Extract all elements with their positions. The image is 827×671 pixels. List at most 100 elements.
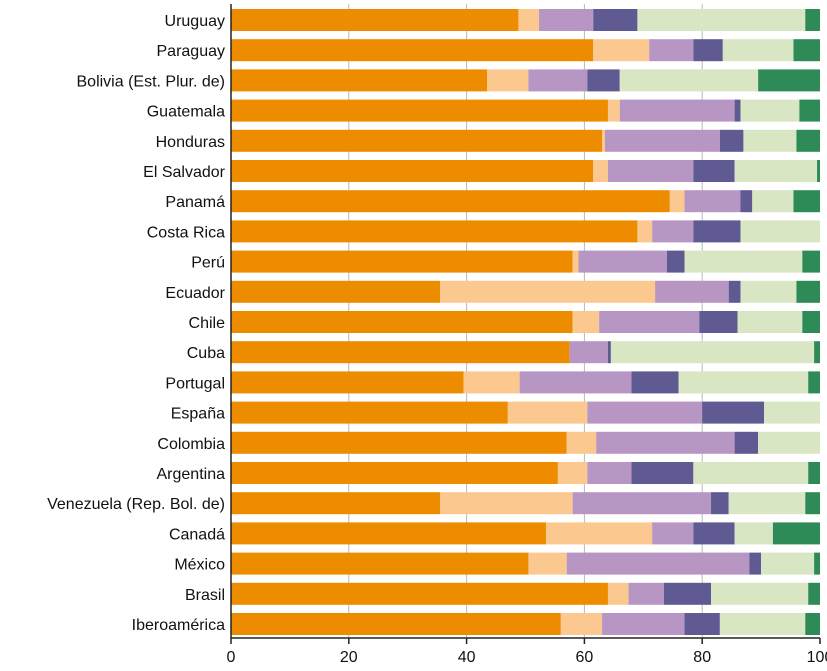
bar-segment <box>231 129 603 152</box>
category-label: Perú <box>191 255 225 272</box>
bar-segment <box>587 401 703 424</box>
bar-segment <box>719 129 744 152</box>
bar-segment <box>557 462 588 484</box>
bar-segment <box>231 220 638 243</box>
bar-segment <box>758 431 820 454</box>
category-label: Ecuador <box>165 285 225 302</box>
bar-segment <box>652 522 694 545</box>
bar-segment <box>734 99 741 122</box>
bar-segment <box>231 613 561 635</box>
category-label: Canadá <box>169 526 225 543</box>
bar-segment <box>684 613 720 635</box>
bar-segment <box>569 341 608 364</box>
bar-segment <box>693 39 723 62</box>
bar-segment <box>719 613 806 635</box>
bar-segment <box>793 190 820 213</box>
bar-segment <box>772 522 820 545</box>
bar-segment <box>802 250 820 273</box>
category-label: Venezuela (Rep. Bol. de) <box>47 496 225 513</box>
bar-segment <box>587 69 620 92</box>
bar-segment <box>610 341 815 364</box>
bar-segment <box>740 220 820 243</box>
bar-segment <box>605 129 720 152</box>
bar-segment <box>808 462 820 484</box>
bar-segment <box>678 371 809 394</box>
bar-segment <box>607 99 620 122</box>
category-labels: Uruguay Paraguay Bolivia (Est. Plur. de) Gu… <box>47 13 226 634</box>
bar-segment <box>231 69 488 92</box>
bar-segment <box>758 69 820 92</box>
bar-segment <box>655 280 729 303</box>
bar-segment <box>231 401 508 424</box>
bar-segment <box>231 39 594 62</box>
category-label: Argentina <box>157 466 226 483</box>
bar-segment <box>749 552 762 575</box>
x-tick-label: 80 <box>693 649 711 666</box>
bar-segment <box>652 220 694 243</box>
x-tick-label: 40 <box>458 649 476 666</box>
bar-segment <box>546 522 653 545</box>
bar-segment <box>539 9 594 31</box>
bar-segment <box>587 462 632 484</box>
bar-segment <box>440 492 573 515</box>
bar-segment <box>593 39 650 62</box>
category-label: México <box>174 557 225 574</box>
bar-segment <box>702 401 765 424</box>
bar-segment <box>637 220 653 243</box>
bar-segment <box>740 280 797 303</box>
bar-segment <box>487 69 529 92</box>
category-label: El Salvador <box>143 164 225 181</box>
bar-segment <box>566 552 750 575</box>
category-label: Cuba <box>187 345 225 362</box>
bar-segment <box>231 492 441 515</box>
bar-segment <box>699 311 738 333</box>
bar-segment <box>528 69 588 92</box>
bar-segment <box>231 552 529 575</box>
bar-segment <box>519 371 632 394</box>
bar-segment <box>619 69 759 92</box>
bar-segment <box>231 371 464 394</box>
bar-segment <box>728 492 806 515</box>
bar-segment <box>722 39 794 62</box>
bar-segment <box>599 311 700 333</box>
bar-segment <box>593 160 608 182</box>
bar-segment <box>764 401 820 424</box>
bar-segment <box>440 280 656 303</box>
category-label: Brasil <box>185 587 225 604</box>
bar-segment <box>740 99 800 122</box>
category-label: Costa Rica <box>147 224 225 241</box>
bar-segment <box>607 341 611 364</box>
bar-segment <box>814 552 820 575</box>
bar-segment <box>631 371 679 394</box>
bar-segment <box>231 160 594 182</box>
bar-segment <box>817 160 820 182</box>
category-label: Bolivia (Est. Plur. de) <box>77 73 226 90</box>
bar-segment <box>684 190 741 213</box>
x-tick-label: 100 <box>807 649 827 666</box>
bar-segment <box>518 9 540 31</box>
bar-segment <box>231 522 547 545</box>
bar-segment <box>596 431 735 454</box>
bar-segment <box>528 552 567 575</box>
bar-segment <box>463 371 520 394</box>
bar-segment <box>734 522 773 545</box>
bar-segment <box>805 9 820 31</box>
bar-segment <box>637 9 806 31</box>
bar-segment <box>628 582 664 605</box>
bar-segment <box>711 582 809 605</box>
bar-segment <box>693 220 741 243</box>
bar-segment <box>684 250 803 273</box>
bar-segment <box>796 280 820 303</box>
bar-segment <box>231 311 573 333</box>
bar-segment <box>566 431 597 454</box>
bar-segment <box>578 250 667 273</box>
bar-segment <box>814 341 820 364</box>
category-label: Portugal <box>165 375 225 392</box>
bar-segment <box>734 431 759 454</box>
x-tick-label: 0 <box>227 649 236 666</box>
x-axis: 0 20 40 60 80 100 <box>227 4 827 666</box>
bar-segment <box>593 9 638 31</box>
category-label: Iberoamérica <box>132 617 225 634</box>
bar-segment <box>602 613 685 635</box>
